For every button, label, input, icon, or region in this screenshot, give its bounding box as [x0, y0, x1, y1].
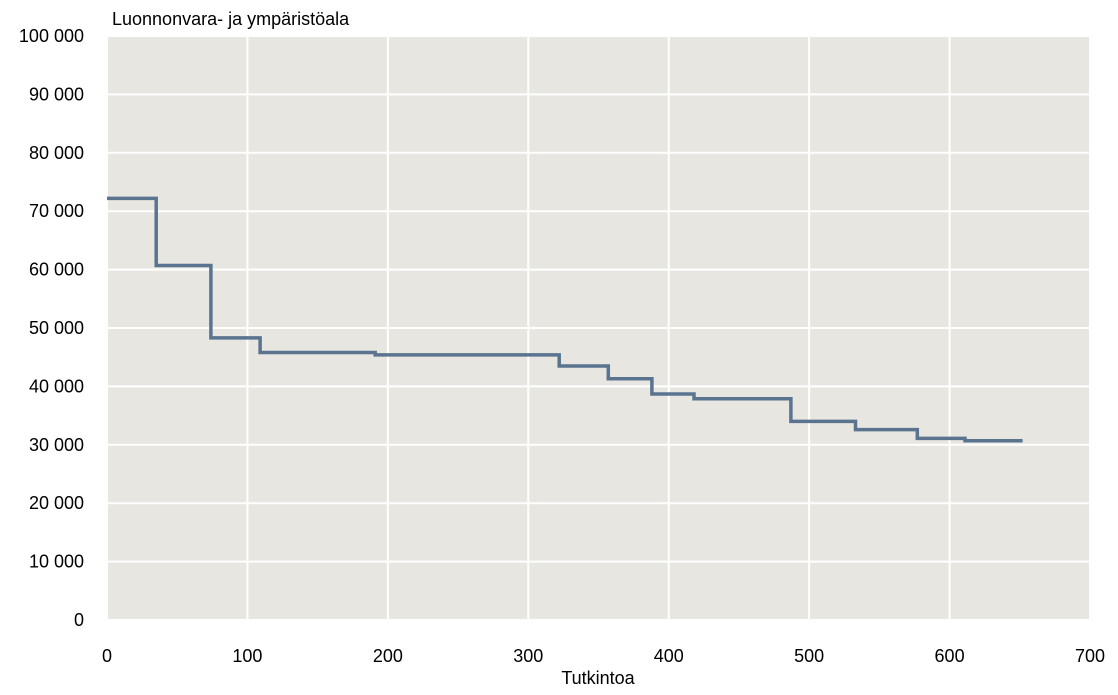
x-tick-label: 500: [794, 646, 824, 666]
x-tick-label: 0: [102, 646, 112, 666]
grid-lines: [106, 35, 1091, 621]
y-tick-label: 90 000: [29, 84, 84, 104]
x-axis-ticks: 0 100 200 300 400 500 600 700: [102, 646, 1105, 666]
x-tick-label: 400: [654, 646, 684, 666]
y-tick-label: 0: [74, 610, 84, 630]
y-tick-label: 20 000: [29, 493, 84, 513]
series-layer: [107, 196, 1023, 443]
y-tick-label: 40 000: [29, 376, 84, 396]
y-tick-label: 50 000: [29, 318, 84, 338]
y-axis-ticks: 0 10 000 20 000 30 000 40 000 50 000 60 000 70 …: [19, 26, 84, 630]
y-tick-label: 10 000: [29, 552, 84, 572]
x-tick-label: 600: [935, 646, 965, 666]
series-line: [107, 196, 1023, 443]
y-tick-label: 100 000: [19, 26, 84, 46]
x-tick-label: 700: [1075, 646, 1105, 666]
y-tick-label: 60 000: [29, 260, 84, 280]
y-tick-label: 70 000: [29, 201, 84, 221]
y-tick-label: 30 000: [29, 435, 84, 455]
x-tick-label: 300: [513, 646, 543, 666]
chart-title: Luonnonvara- ja ympäristöala: [112, 9, 350, 29]
x-tick-label: 200: [373, 646, 403, 666]
y-tick-label: 80 000: [29, 143, 84, 163]
x-axis-title: Tutkintoa: [561, 668, 635, 688]
x-tick-label: 100: [232, 646, 262, 666]
